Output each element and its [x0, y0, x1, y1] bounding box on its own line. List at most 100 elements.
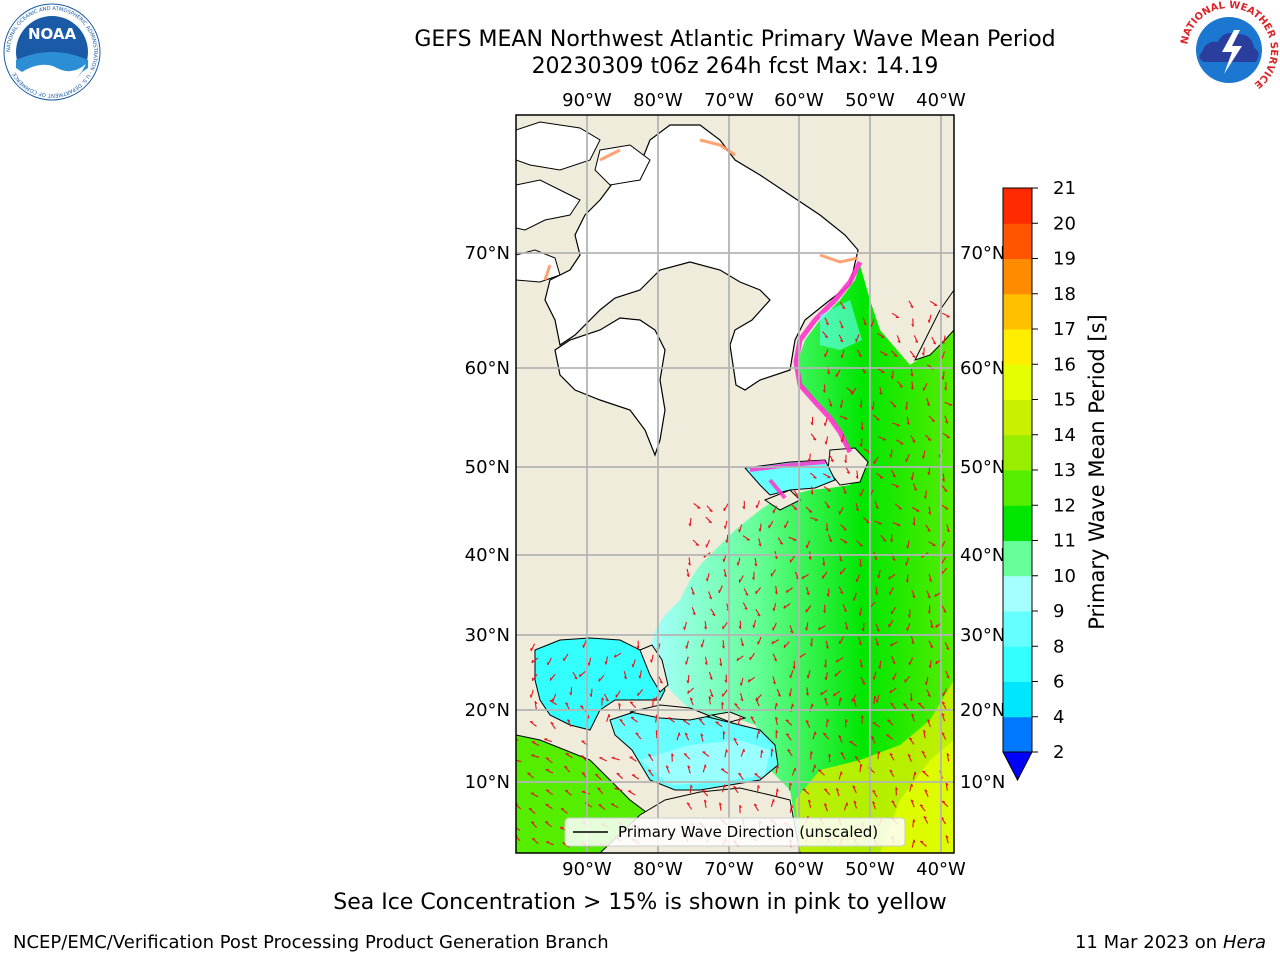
direction-arrow-head	[719, 802, 722, 806]
direction-arrow-head	[938, 454, 941, 458]
direction-arrow-head	[826, 371, 830, 375]
direction-arrow-head	[897, 524, 901, 527]
direction-arrow-head	[882, 539, 887, 542]
direction-arrow-head	[807, 458, 811, 462]
direction-arrow	[941, 800, 949, 808]
direction-arrow	[516, 835, 521, 842]
direction-arrow	[843, 802, 848, 811]
direction-arrow-head	[832, 693, 836, 697]
direction-arrow	[926, 590, 931, 599]
direction-arrow	[588, 657, 592, 666]
direction-arrow	[563, 765, 571, 773]
direction-arrow	[807, 670, 811, 679]
direction-arrow	[652, 698, 654, 707]
direction-arrow-head	[944, 387, 947, 391]
direction-arrow-head	[564, 765, 568, 768]
direction-arrow	[909, 350, 916, 358]
direction-arrow	[928, 640, 934, 648]
direction-arrow	[856, 349, 862, 357]
direction-arrow	[742, 535, 750, 541]
direction-arrow	[896, 380, 903, 388]
direction-arrow	[686, 802, 693, 810]
direction-arrow-head	[810, 421, 813, 426]
direction-arrow-head	[595, 773, 599, 776]
direction-arrow	[783, 641, 790, 649]
direction-arrow	[749, 652, 755, 661]
direction-arrow-head	[613, 654, 617, 658]
colorbar-tick-label: 16	[1053, 354, 1076, 375]
direction-arrow	[637, 689, 644, 697]
direction-arrow-head	[829, 539, 833, 543]
direction-arrow-head	[587, 662, 590, 666]
direction-arrow	[911, 713, 915, 722]
direction-arrow-head	[605, 699, 609, 702]
direction-arrow	[531, 754, 540, 758]
direction-arrow	[760, 750, 763, 759]
direction-arrow	[941, 732, 947, 740]
direction-arrow-head	[877, 750, 881, 755]
direction-arrow	[928, 541, 936, 546]
direction-arrow-head	[723, 525, 726, 529]
direction-arrow-head	[846, 802, 849, 806]
lat-label-right: 30°N	[960, 625, 1005, 646]
direction-arrow-head	[852, 785, 856, 788]
direction-arrow	[872, 414, 880, 421]
direction-arrow-head	[945, 782, 949, 786]
direction-arrow	[775, 788, 778, 797]
direction-arrow-head	[811, 703, 814, 707]
direction-arrow-head	[754, 563, 758, 567]
direction-arrow-head	[738, 625, 742, 630]
direction-arrow-head	[931, 420, 935, 422]
credit-line: NCEP/EMC/Verification Post Processing Pr…	[13, 932, 609, 953]
sea-ice-edge	[793, 260, 863, 454]
direction-arrow	[826, 523, 829, 532]
direction-arrow	[892, 422, 901, 427]
hudson-bay-interior	[554, 317, 666, 457]
direction-arrow	[855, 503, 859, 512]
direction-arrow	[929, 659, 932, 669]
direction-arrow	[704, 621, 707, 630]
direction-arrow-head	[776, 788, 779, 792]
direction-arrow-head	[835, 659, 839, 663]
direction-arrow	[931, 336, 937, 345]
colorbar-tick-label: 10	[1053, 566, 1076, 587]
direction-arrow-head	[822, 389, 826, 393]
direction-arrow-head	[757, 614, 761, 617]
direction-arrow-head	[924, 789, 928, 792]
direction-arrow	[698, 718, 705, 726]
direction-arrow	[530, 643, 536, 652]
direction-arrow-head	[739, 682, 742, 686]
direction-arrow	[859, 764, 862, 773]
direction-arrow-head	[724, 784, 726, 788]
direction-arrow	[702, 764, 706, 773]
host-name: Hera	[1222, 932, 1266, 953]
lat-label-right: 20°N	[960, 700, 1005, 721]
direction-arrow	[925, 524, 931, 532]
direction-arrow	[615, 690, 621, 698]
map-frame	[515, 114, 955, 854]
direction-arrow	[824, 418, 828, 427]
direction-arrow	[544, 738, 553, 743]
direction-arrow-head	[859, 544, 863, 547]
direction-arrow	[567, 719, 572, 728]
direction-arrow-head	[795, 495, 799, 498]
direction-arrow	[772, 653, 778, 662]
direction-arrow-head	[912, 355, 916, 358]
direction-arrow-head	[903, 703, 907, 706]
direction-arrow-head	[744, 607, 748, 610]
direction-arrow	[801, 573, 810, 580]
direction-arrow	[940, 504, 949, 510]
direction-arrow	[824, 501, 831, 509]
direction-arrow	[889, 753, 895, 761]
direction-arrow	[738, 524, 743, 533]
direction-arrow	[894, 503, 903, 510]
direction-arrow	[805, 720, 811, 728]
direction-arrow-head	[913, 839, 916, 843]
direction-arrow-head	[709, 510, 713, 513]
lon-label-top: 90°W	[562, 90, 612, 111]
direction-arrow-head	[777, 694, 781, 697]
direction-arrow-head	[823, 609, 826, 614]
direction-arrow	[910, 799, 915, 808]
direction-arrow-head	[691, 592, 695, 595]
direction-arrow	[720, 768, 729, 774]
